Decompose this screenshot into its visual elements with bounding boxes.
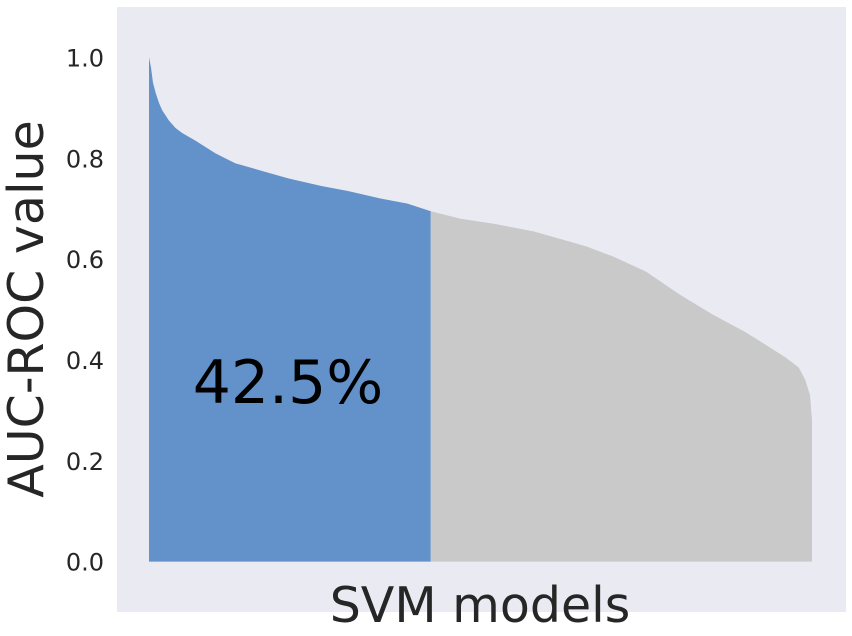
y-axis-label: AUC-ROC value (0, 120, 55, 498)
series-above-threshold (149, 57, 431, 562)
y-tick-label: 0.8 (66, 145, 104, 173)
y-tick-label: 1.0 (66, 44, 104, 72)
x-axis-label: SVM models (330, 577, 631, 634)
y-tick-label: 0.0 (66, 549, 104, 577)
annotation-percent: 42.5% (193, 348, 384, 418)
y-tick-label: 0.6 (66, 246, 104, 274)
series-layer (149, 57, 812, 562)
y-tick-labels: 0.0 0.2 0.4 0.6 0.8 1.0 (66, 44, 104, 576)
y-tick-label: 0.4 (66, 347, 104, 375)
y-tick-label: 0.2 (66, 448, 104, 476)
series-below-threshold (430, 211, 812, 562)
